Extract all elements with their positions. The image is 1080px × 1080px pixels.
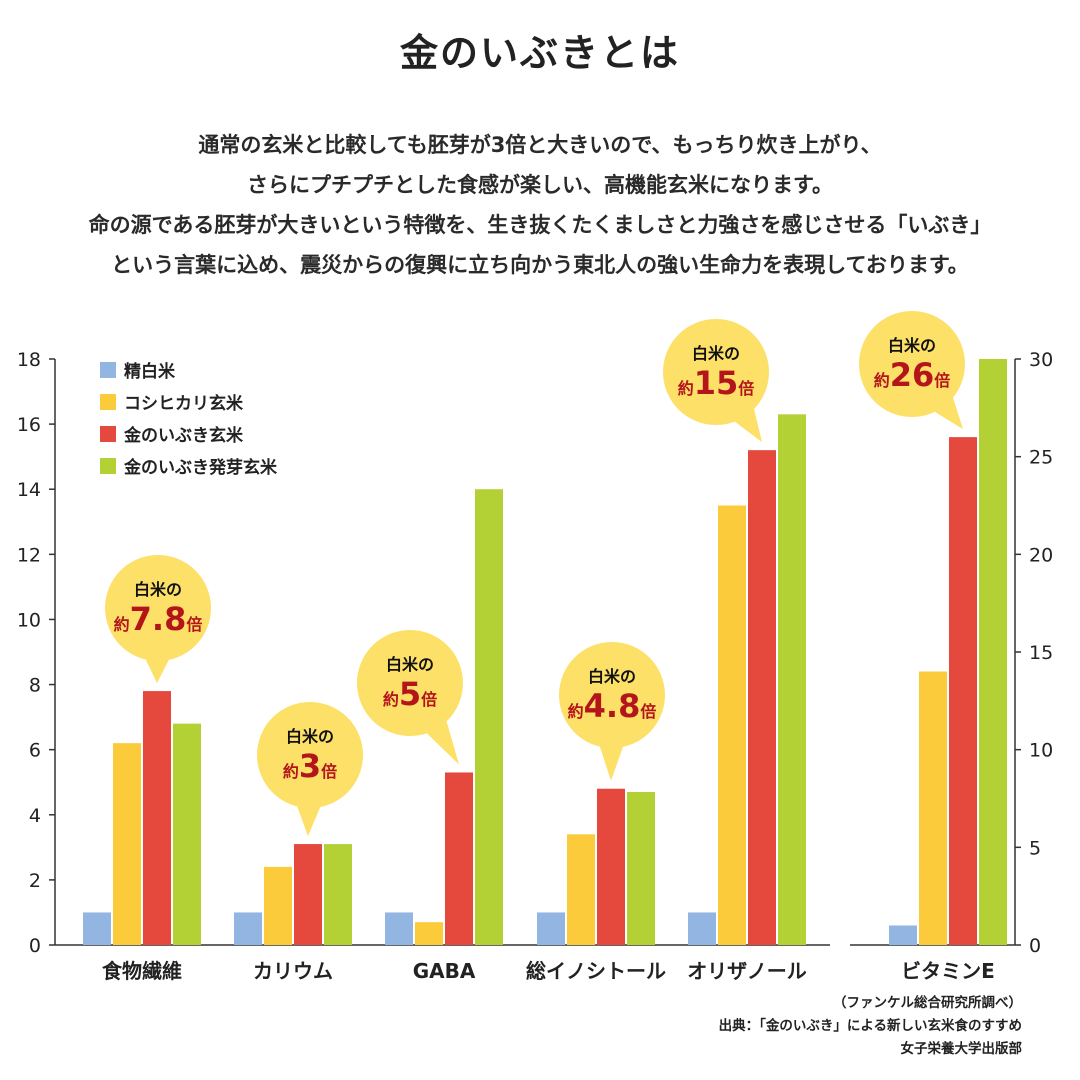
callout-pointer — [934, 397, 963, 430]
y-tick-label: 2 — [29, 870, 41, 892]
callout-bubble — [559, 642, 665, 748]
y-tick-label: 10 — [17, 609, 41, 631]
bar — [688, 912, 716, 945]
legend-label: 精白米 — [124, 361, 176, 382]
y-tick-label: 0 — [1029, 935, 1041, 957]
bar — [627, 791, 655, 945]
y-tick-label: 0 — [29, 935, 41, 957]
intro-line: 通常の玄米と比較しても胚芽が3倍と大きいので、もっちり炊き上がり、 — [198, 133, 882, 157]
callout-line1: 白米の — [888, 336, 936, 355]
y-tick-label: 30 — [1029, 349, 1053, 371]
callout-value: 約26倍 — [874, 356, 951, 394]
bar — [748, 450, 776, 945]
bar — [415, 922, 443, 945]
intro-text: 通常の玄米と比較しても胚芽が3倍と大きいので、もっちり炊き上がり、 さらにプチプ… — [0, 125, 1080, 285]
callout-value: 約4.8倍 — [568, 687, 657, 725]
bar — [919, 671, 947, 945]
category-label: GABA — [413, 959, 476, 983]
callout-bubble — [105, 555, 211, 661]
legend-label: 金のいぶき玄米 — [123, 425, 244, 446]
y-tick-label: 15 — [1029, 642, 1053, 664]
bar — [113, 743, 141, 945]
callout-value: 約3倍 — [283, 747, 337, 785]
source-credits: （ファンケル総合研究所調べ） 出典：「金のいぶき」による新しい玄米食のすすめ 女… — [719, 992, 1022, 1061]
legend-label: 金のいぶき発芽玄米 — [123, 457, 278, 478]
bar — [567, 834, 595, 945]
intro-line: 命の源である胚芽が大きいという特徴を、生き抜くたくましさと力強さを感じさせる「い… — [88, 213, 992, 237]
legend-swatch — [100, 426, 116, 442]
callout-pointer — [599, 746, 623, 781]
legend-swatch — [100, 394, 116, 410]
callout-bubble — [663, 319, 769, 425]
callout-bubble — [357, 630, 463, 736]
bar — [294, 844, 322, 945]
callout-value: 約7.8倍 — [114, 600, 203, 638]
callout-line1: 白米の — [134, 580, 182, 599]
bar — [979, 359, 1007, 945]
callout-line1: 白米の — [386, 655, 434, 674]
bar — [264, 866, 292, 945]
bar — [173, 723, 201, 945]
bar — [889, 925, 917, 945]
callout-pointer — [145, 659, 169, 684]
category-label: オリザノール — [687, 959, 807, 983]
bar — [778, 414, 806, 945]
bar — [475, 489, 503, 945]
credit-line: 出典：「金のいぶき」による新しい玄米食のすすめ — [718, 1018, 1022, 1034]
category-label: 総イノシトール — [526, 959, 666, 983]
page-title: 金のいぶきとは — [399, 31, 680, 75]
bar — [143, 691, 171, 945]
y-tick-label: 18 — [17, 349, 41, 371]
y-tick-label: 16 — [17, 414, 41, 436]
category-label: 食物繊維 — [102, 959, 182, 983]
y-tick-label: 5 — [1029, 837, 1041, 859]
bar — [385, 912, 413, 945]
y-tick-label: 12 — [17, 544, 41, 566]
category-label: カリウム — [253, 959, 333, 983]
bar — [597, 788, 625, 945]
intro-line: さらにプチプチとした食感が楽しい、高機能玄米になります。 — [247, 173, 833, 197]
callout-pointer — [297, 806, 321, 837]
callout-bubble — [859, 311, 965, 417]
legend-swatch — [100, 362, 116, 378]
bar — [718, 505, 746, 945]
bar — [537, 912, 565, 945]
callout-bubble — [257, 702, 363, 808]
credit-line: 女子栄養大学出版部 — [900, 1041, 1023, 1057]
y-tick-label: 4 — [29, 805, 41, 827]
callout-line1: 白米の — [286, 727, 334, 746]
intro-line: という言葉に込め、震災からの復興に立ち向かう東北人の強い生命力を表現しております… — [111, 253, 969, 277]
legend-label: コシヒカリ玄米 — [124, 393, 244, 414]
bar — [324, 844, 352, 945]
credit-line: （ファンケル総合研究所調べ） — [833, 995, 1022, 1011]
category-label: ビタミンE — [901, 959, 995, 983]
callout-value: 約5倍 — [383, 675, 437, 713]
y-tick-label: 14 — [17, 479, 41, 501]
legend-swatch — [100, 458, 116, 474]
bar — [234, 912, 262, 945]
y-tick-label: 6 — [29, 740, 41, 762]
bar — [949, 437, 977, 945]
callout-line1: 白米の — [588, 667, 636, 686]
bar — [445, 772, 473, 945]
bar — [83, 912, 111, 945]
y-tick-label: 8 — [29, 675, 41, 697]
callout-value: 約15倍 — [678, 364, 755, 402]
callout-line1: 白米の — [692, 344, 740, 363]
y-tick-label: 20 — [1029, 544, 1053, 566]
y-tick-label: 25 — [1029, 447, 1053, 469]
y-tick-label: 10 — [1029, 740, 1053, 762]
callout-pointer — [426, 721, 459, 765]
